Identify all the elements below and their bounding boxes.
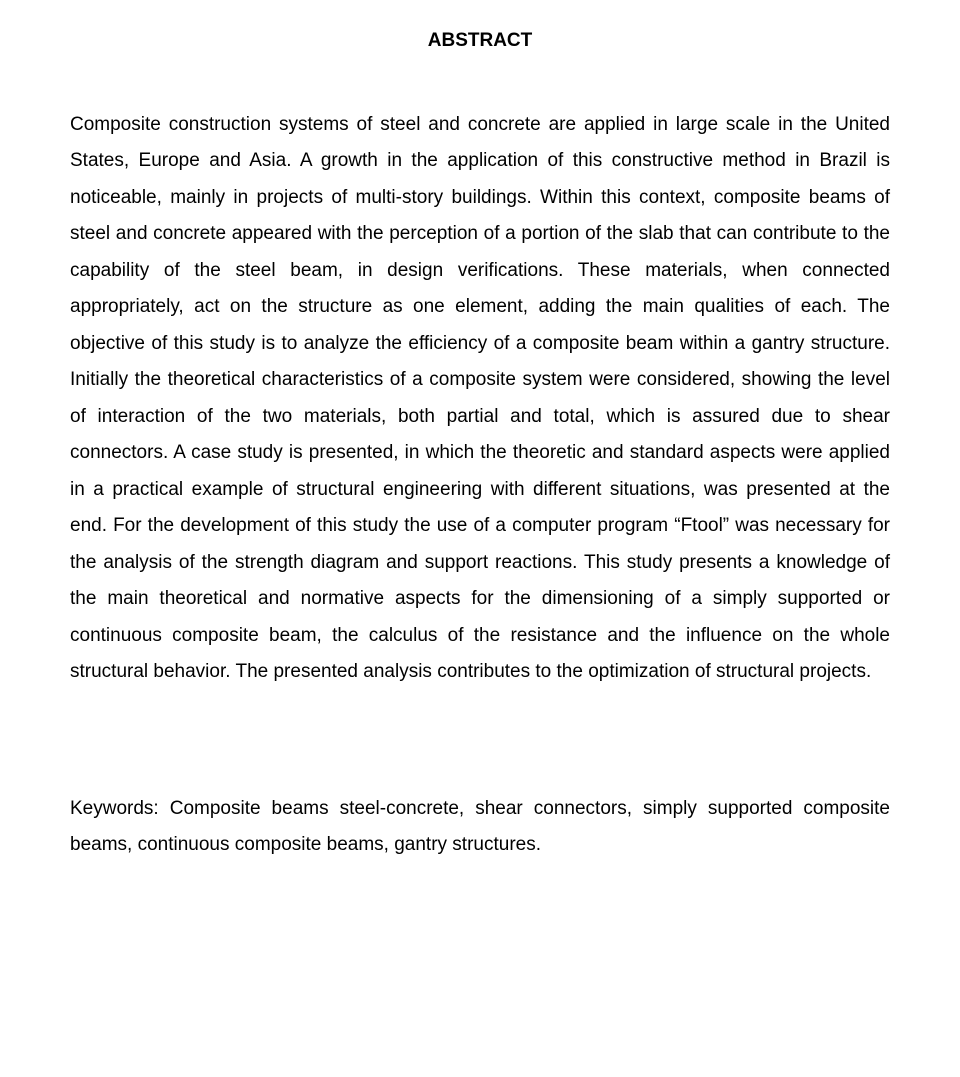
document-page: ABSTRACT Composite construction systems … bbox=[0, 0, 960, 1077]
keywords-paragraph: Keywords: Composite beams steel-concrete… bbox=[70, 791, 890, 864]
abstract-title: ABSTRACT bbox=[70, 30, 890, 52]
abstract-body: Composite construction systems of steel … bbox=[70, 107, 890, 691]
